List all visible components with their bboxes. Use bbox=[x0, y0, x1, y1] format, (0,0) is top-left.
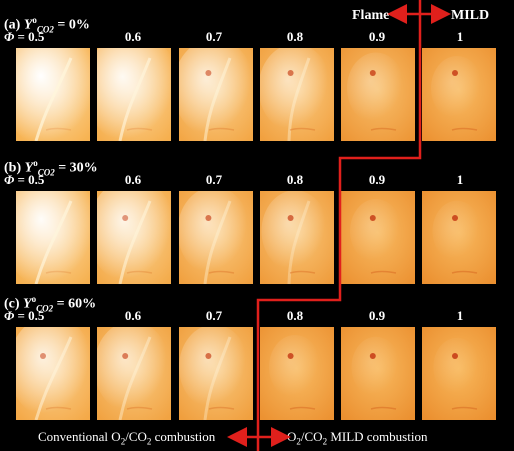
phi-label: 0.7 bbox=[205, 29, 223, 44]
phi-value: = 0.5 bbox=[17, 172, 45, 187]
flame-photo bbox=[97, 48, 171, 141]
row-title: (a) YoCO2 = 0% bbox=[4, 12, 90, 37]
phi-label: 0.9 bbox=[368, 308, 386, 323]
flame-photo bbox=[341, 191, 415, 284]
phi-label: 0.8 bbox=[286, 308, 304, 323]
phi-label: 1 bbox=[456, 308, 464, 323]
row-superscript: o bbox=[32, 15, 37, 25]
phi-label: 0.6 bbox=[124, 29, 142, 44]
flame-photo bbox=[16, 327, 90, 420]
flame-label: Flame bbox=[352, 8, 390, 23]
phi-label: 1 bbox=[456, 172, 464, 187]
row-title: (b) YoCO2 = 30% bbox=[4, 155, 98, 180]
phi-label: 0.9 bbox=[368, 172, 386, 187]
flame-photo bbox=[422, 327, 496, 420]
row-subscript: CO2 bbox=[37, 167, 55, 178]
row-superscript: o bbox=[31, 294, 37, 304]
row-tag: (b) bbox=[4, 160, 25, 176]
phi-label: 0.9 bbox=[368, 29, 386, 44]
phi-label: Φ = 0.5 bbox=[4, 30, 44, 44]
row-value: = 30% bbox=[54, 160, 98, 176]
flame-photo bbox=[341, 48, 415, 141]
row-superscript: o bbox=[33, 158, 38, 168]
phi-label: 0.7 bbox=[205, 172, 223, 187]
phi-label: 0.8 bbox=[286, 29, 304, 44]
phi-label: 0.7 bbox=[205, 308, 223, 323]
flame-photo bbox=[16, 191, 90, 284]
row-value: = 0% bbox=[53, 17, 90, 33]
row-title: (c) YoCO2 = 60% bbox=[4, 291, 96, 316]
phi-label: Φ = 0.5 bbox=[4, 173, 44, 187]
phi-value: = 0.5 bbox=[17, 308, 45, 323]
flame-photo bbox=[260, 327, 334, 420]
phi-label: 0.8 bbox=[286, 172, 304, 187]
mild-label: MILD bbox=[451, 8, 490, 23]
flame-photo bbox=[179, 327, 253, 420]
phi-label: 0.6 bbox=[124, 308, 142, 323]
row-tag: (a) bbox=[4, 17, 24, 33]
phi-value: = 0.5 bbox=[17, 29, 45, 44]
flame-photo bbox=[97, 327, 171, 420]
mild-combustion-label: O2/CO2 MILD combustion bbox=[287, 429, 428, 447]
phi-symbol: Φ bbox=[4, 29, 18, 44]
flame-photo bbox=[179, 48, 253, 141]
flame-photo bbox=[16, 48, 90, 141]
phi-symbol: Φ bbox=[4, 308, 18, 323]
flame-photo bbox=[97, 191, 171, 284]
row-subscript: CO2 bbox=[36, 303, 54, 314]
row-symbol: Y bbox=[23, 296, 32, 312]
conventional-combustion-label: Conventional O2/CO2 combustion bbox=[38, 429, 216, 447]
phi-symbol: Φ bbox=[4, 172, 18, 187]
row-symbol: Y bbox=[24, 160, 34, 176]
phi-label: 0.6 bbox=[124, 172, 142, 187]
row-tag: (c) bbox=[4, 296, 24, 312]
phi-label: Φ = 0.5 bbox=[4, 309, 44, 323]
row-value: = 60% bbox=[53, 296, 97, 312]
flame-photo bbox=[422, 48, 496, 141]
flame-photo bbox=[260, 48, 334, 141]
flame-photo bbox=[341, 327, 415, 420]
row-subscript: CO2 bbox=[36, 24, 54, 35]
flame-photo bbox=[179, 191, 253, 284]
flame-photo bbox=[422, 191, 496, 284]
row-symbol: Y bbox=[23, 17, 33, 33]
phi-label: 1 bbox=[456, 29, 464, 44]
flame-photo bbox=[260, 191, 334, 284]
